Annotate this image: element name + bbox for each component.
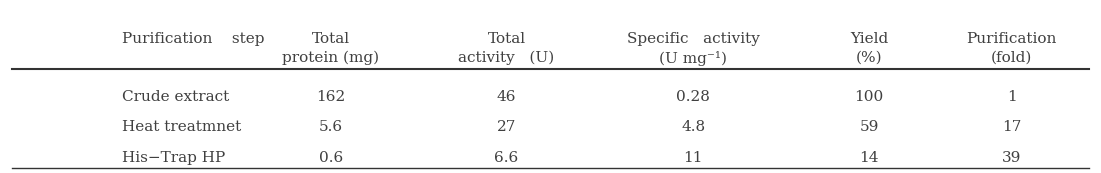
- Text: 14: 14: [859, 151, 879, 165]
- Text: 11: 11: [684, 151, 704, 165]
- Text: 4.8: 4.8: [682, 120, 706, 134]
- Text: Purification
(fold): Purification (fold): [967, 32, 1057, 64]
- Text: 1: 1: [1007, 90, 1016, 104]
- Text: 17: 17: [1002, 120, 1022, 134]
- Text: Total
protein (mg): Total protein (mg): [282, 32, 380, 65]
- Text: His−Trap HP: His−Trap HP: [122, 151, 226, 165]
- Text: Yield
(%): Yield (%): [850, 32, 889, 64]
- Text: 59: 59: [859, 120, 879, 134]
- Text: Purification    step: Purification step: [122, 32, 264, 46]
- Text: 39: 39: [1002, 151, 1022, 165]
- Text: 162: 162: [316, 90, 346, 104]
- Text: 0.6: 0.6: [318, 151, 344, 165]
- Text: 5.6: 5.6: [319, 120, 342, 134]
- Text: 0.28: 0.28: [676, 90, 710, 104]
- Text: 100: 100: [854, 90, 884, 104]
- Text: Heat treatmnet: Heat treatmnet: [122, 120, 241, 134]
- Text: Specific   activity
(U mg⁻¹): Specific activity (U mg⁻¹): [626, 32, 760, 66]
- Text: Total
activity   (U): Total activity (U): [458, 32, 555, 65]
- Text: 6.6: 6.6: [494, 151, 519, 165]
- Text: Crude extract: Crude extract: [122, 90, 229, 104]
- Text: 27: 27: [497, 120, 516, 134]
- Text: 46: 46: [497, 90, 516, 104]
